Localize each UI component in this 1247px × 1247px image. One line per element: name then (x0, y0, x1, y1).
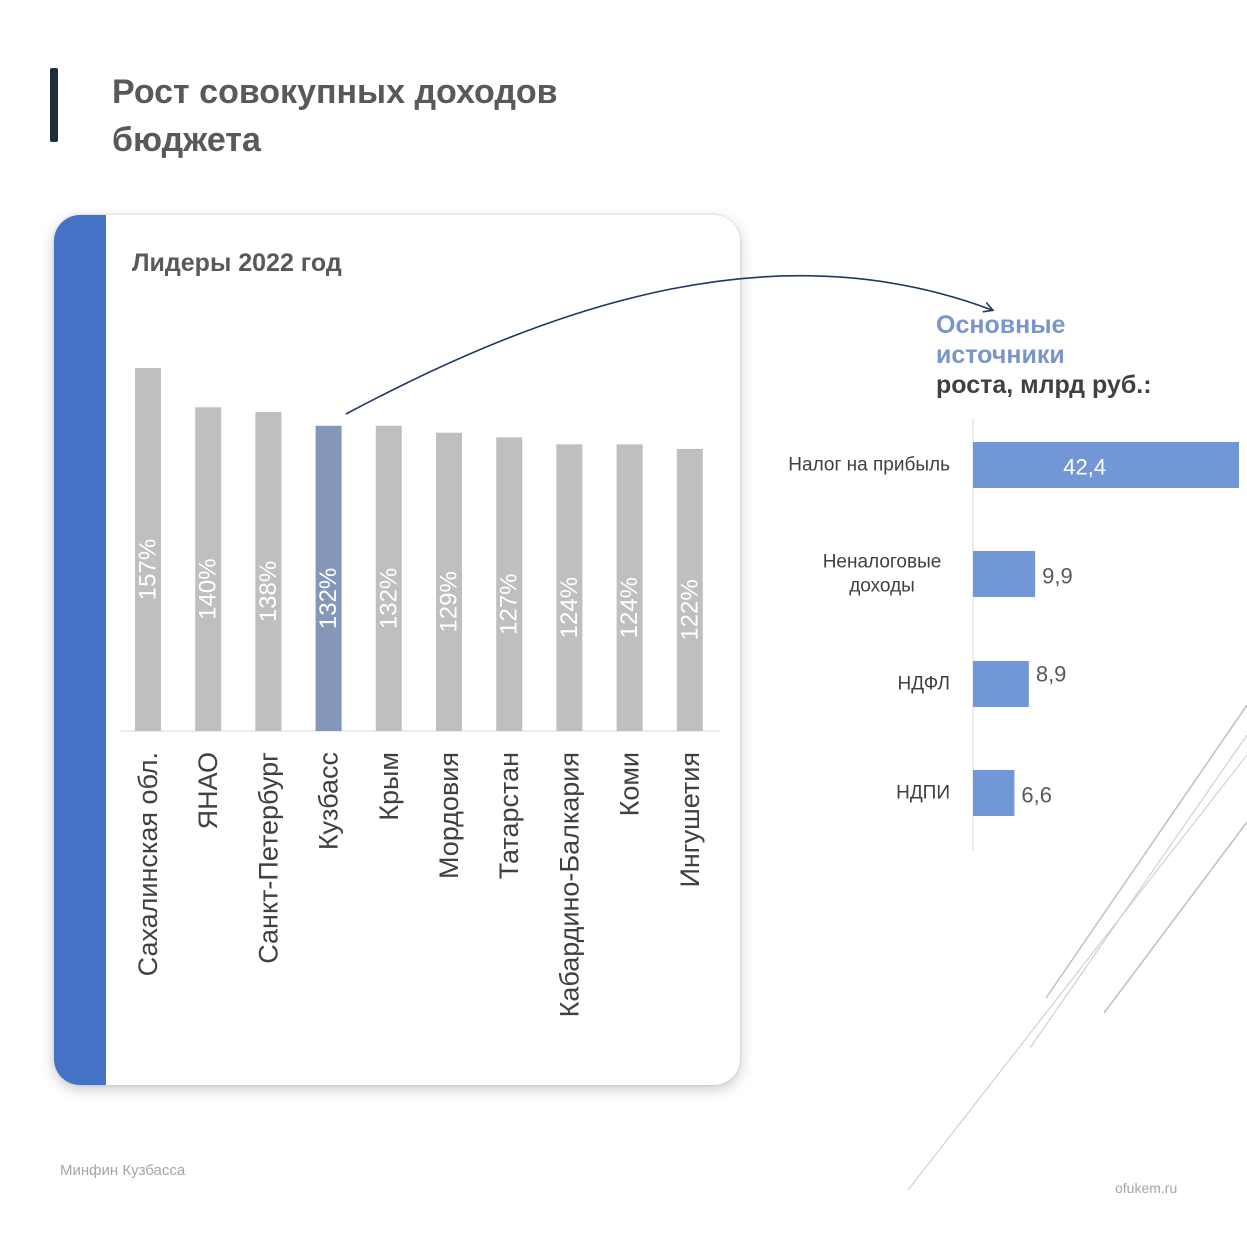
source-bar (973, 551, 1036, 597)
source-value-label: 6,6 (1021, 783, 1052, 808)
leader-category-label: Санкт-Петербург (253, 752, 283, 964)
leader-bar (195, 407, 222, 731)
source-value-label: 42,4 (1063, 455, 1106, 480)
page-title-line-2: бюджета (112, 121, 261, 159)
leader-category-label: Крым (374, 752, 404, 821)
sources-heading-line-2: источники (936, 341, 1065, 369)
leader-category-label: Татарстан (494, 752, 524, 879)
source-category-label: Неналоговые (823, 552, 942, 573)
leader-value-label: 124% (556, 577, 583, 638)
page-title: Рост совокупных доходов бюджета (112, 68, 558, 164)
leader-bar (255, 411, 282, 731)
sources-heading-line-1: Основные (936, 311, 1066, 339)
source-category-label: доходы (849, 576, 915, 597)
leader-bar (135, 368, 161, 731)
leader-bar (556, 444, 583, 731)
source-bar (973, 661, 1029, 707)
leader-bar (496, 437, 523, 731)
leader-value-label: 127% (496, 573, 523, 634)
source-category-label: НДПИ (896, 783, 950, 804)
source-category-label: НДФЛ (898, 674, 950, 695)
decorative-lines (907, 704, 1247, 1191)
leader-category-label: Коми (615, 752, 645, 816)
leader-value-label: 124% (616, 577, 643, 638)
leader-bar (616, 444, 643, 731)
leader-bar (676, 448, 703, 731)
leaders-chart: 157% Сахалинская обл. 140% ЯНАО 138% Санкт-Пе… (120, 368, 720, 1017)
card-accent-stripe (54, 215, 106, 1085)
source-bar (973, 442, 1239, 488)
leader-value-label: 132% (315, 568, 342, 629)
leader-bar (436, 432, 462, 731)
leader-category-label: Кабардино-Балкария (554, 752, 584, 1017)
leader-category-label: Кузбасс (314, 752, 344, 850)
leader-value-label: 140% (195, 558, 222, 619)
leader-value-label: 129% (436, 571, 463, 632)
sources-heading-line-3: роста, млрд руб.: (936, 371, 1152, 399)
leader-category-label: ЯНАО (193, 752, 223, 829)
leader-value-label: 132% (375, 568, 402, 629)
source-bar (973, 770, 1015, 816)
decor-line-4 (907, 754, 1247, 1191)
leader-value-label: 122% (676, 579, 703, 640)
leader-value-label: 138% (255, 561, 282, 622)
decor-line-1 (1045, 704, 1247, 999)
footer-source: Минфин Кузбасса (60, 1162, 186, 1179)
leader-value-label: 157% (135, 539, 162, 600)
leader-bar (315, 425, 342, 731)
leader-bar (375, 425, 402, 731)
title-accent-bar (50, 68, 58, 142)
sources-heading: Основные источники роста, млрд руб.: (936, 310, 1236, 400)
leader-category-label: Ингушетия (675, 752, 705, 888)
source-value-label: 8,9 (1036, 662, 1067, 687)
source-category-label: Налог на прибыль (788, 455, 950, 476)
footer-website: ofukem.ru (1115, 1180, 1178, 1196)
sources-chart: 42,4 Налог на прибыль 9,9 Неналоговые доходы… (788, 418, 1239, 850)
kuzbass-arrow (345, 274, 995, 415)
source-value-label: 9,9 (1042, 564, 1073, 589)
leader-category-label: Мордовия (434, 752, 464, 879)
leader-category-label: Сахалинская обл. (133, 752, 163, 976)
leaders-chart-title: Лидеры 2022 год (132, 249, 342, 277)
page-title-line-1: Рост совокупных доходов (112, 73, 558, 111)
decor-line-3 (1029, 734, 1247, 1049)
decor-line-2 (1103, 821, 1247, 1014)
